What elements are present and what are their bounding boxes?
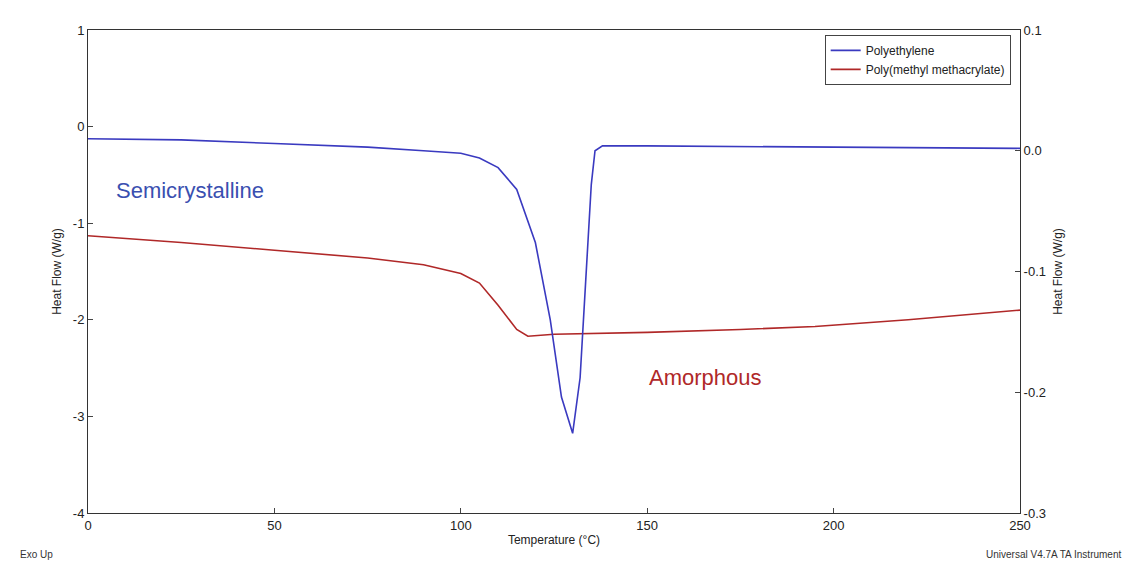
svg-text:Exo Up: Exo Up (20, 549, 53, 560)
svg-text:200: 200 (823, 518, 845, 533)
svg-text:-2: -2 (73, 312, 85, 327)
svg-text:Heat Flow (W/g): Heat Flow (W/g) (50, 228, 64, 315)
svg-text:100: 100 (450, 518, 472, 533)
svg-text:0: 0 (77, 119, 84, 134)
svg-text:-3: -3 (73, 409, 85, 424)
svg-text:0.0: 0.0 (1024, 143, 1042, 158)
svg-text:-4: -4 (73, 506, 85, 521)
svg-text:250: 250 (1009, 518, 1031, 533)
svg-text:Semicrystalline: Semicrystalline (116, 178, 264, 203)
svg-text:-1: -1 (73, 216, 85, 231)
svg-text:0.1: 0.1 (1024, 23, 1042, 38)
svg-text:Polyethylene: Polyethylene (866, 44, 935, 58)
svg-text:0: 0 (84, 518, 91, 533)
svg-text:Poly(methyl methacrylate): Poly(methyl methacrylate) (866, 63, 1005, 77)
svg-text:Temperature (°C): Temperature (°C) (508, 533, 600, 547)
svg-text:Amorphous: Amorphous (649, 365, 762, 390)
svg-text:-0.3: -0.3 (1024, 506, 1046, 521)
svg-text:-0.2: -0.2 (1024, 385, 1046, 400)
svg-text:-0.1: -0.1 (1024, 264, 1046, 279)
svg-text:50: 50 (267, 518, 281, 533)
svg-text:Universal V4.7A TA Instrument: Universal V4.7A TA Instrument (986, 549, 1121, 560)
svg-text:1: 1 (77, 23, 84, 38)
svg-text:Heat Flow (W/g): Heat Flow (W/g) (1051, 228, 1065, 315)
svg-text:150: 150 (636, 518, 658, 533)
